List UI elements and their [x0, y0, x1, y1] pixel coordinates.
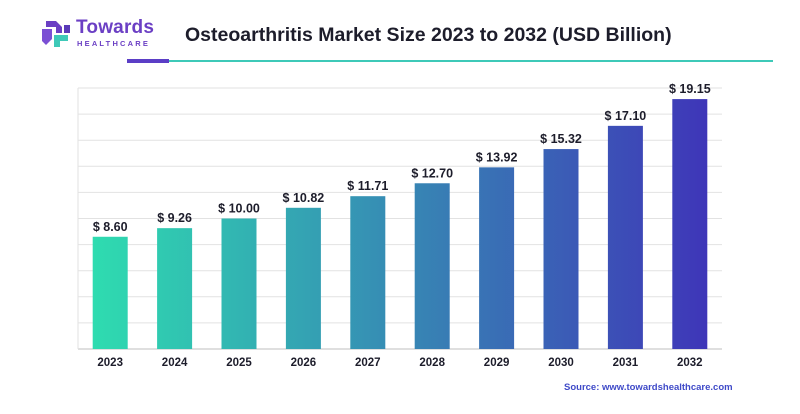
value-label-2029: $ 13.92 [476, 150, 518, 164]
brand-subtitle: HEALTHCARE [77, 39, 151, 48]
x-tick-2023: 2023 [97, 357, 123, 369]
bar-2026 [285, 207, 321, 349]
value-label-2032: $ 19.15 [669, 82, 711, 96]
source-note: Source: www.towardshealthcare.com [564, 382, 733, 393]
value-label-2031: $ 17.10 [605, 109, 647, 123]
x-tick-2025: 2025 [226, 357, 252, 369]
bar-2023 [92, 236, 128, 349]
brand-logo[interactable]: Towards HEALTHCARE [42, 17, 172, 51]
value-label-2028: $ 12.70 [411, 166, 453, 180]
x-tick-labels: 2023 2024 2025 2026 2027 2028 2029 2030 2031 2032 [97, 357, 702, 369]
x-tick-2032: 2032 [677, 357, 703, 369]
value-label-2030: $ 15.32 [540, 132, 582, 146]
value-label-2023: $ 8.60 [93, 220, 128, 234]
x-tick-2027: 2027 [355, 357, 381, 369]
brand-name: Towards [76, 17, 155, 38]
page-title: Osteoarthritis Market Size 2023 to 2032 … [185, 24, 672, 46]
x-tick-2026: 2026 [291, 357, 317, 369]
value-label-2025: $ 10.00 [218, 202, 260, 216]
x-tick-2031: 2031 [613, 357, 639, 369]
bar-2027 [350, 196, 386, 349]
header: Towards HEALTHCARE Osteoarthritis Market… [0, 0, 800, 70]
medical-cross-logo-icon [42, 21, 70, 47]
value-labels: $ 8.60 $ 9.26 $ 10.00 $ 10.82 $ 11.71 $ 12.70… [93, 82, 711, 234]
bar-2024 [157, 228, 193, 349]
bar-2031 [607, 125, 643, 349]
bar-2028 [414, 183, 450, 349]
bar-2025 [221, 218, 257, 349]
bar-2030 [543, 149, 579, 349]
bar-2029 [479, 167, 515, 349]
x-tick-2030: 2030 [548, 357, 574, 369]
x-tick-2028: 2028 [419, 357, 445, 369]
bars [92, 99, 708, 349]
header-divider [127, 60, 773, 62]
x-tick-2029: 2029 [484, 357, 510, 369]
value-label-2027: $ 11.71 [347, 179, 388, 193]
value-label-2024: $ 9.26 [157, 211, 192, 225]
x-tick-2024: 2024 [162, 357, 188, 369]
bar-chart: $ 8.60 $ 9.26 $ 10.00 $ 10.82 $ 11.71 $ 12.70… [77, 82, 722, 369]
header-divider-accent [127, 59, 169, 63]
bar-2032 [672, 99, 708, 349]
value-label-2026: $ 10.82 [283, 191, 325, 205]
